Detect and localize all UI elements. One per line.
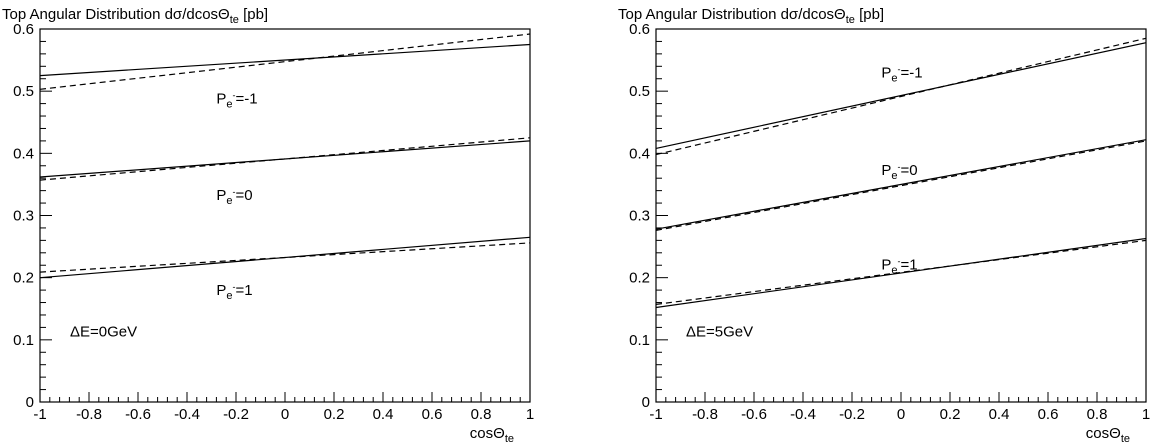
series-label: Pe-=-1 [881, 64, 922, 84]
x-tick-label: -1 [33, 406, 46, 423]
x-tick-label: -0.8 [692, 406, 718, 423]
series-label: Pe-=0 [881, 162, 917, 182]
y-tick-label: 0.4 [629, 145, 650, 162]
chart-title-sub: te [230, 14, 239, 26]
x-tick-label: 0.4 [373, 406, 394, 423]
y-tick-label: 0.2 [629, 270, 650, 287]
x-tick-label: 0 [281, 406, 289, 423]
x-tick-label: 0 [897, 406, 905, 423]
y-tick-label: 0.4 [13, 145, 34, 162]
series-label-sub: e [891, 170, 897, 182]
x-axis-label-sub: te [505, 433, 514, 444]
series-label-sup: - [233, 282, 236, 292]
x-tick-label: 0.4 [989, 406, 1010, 423]
y-tick-label: 0.5 [629, 83, 650, 100]
series-label-sub: e [891, 72, 897, 84]
y-tick-label: 0.1 [629, 332, 650, 349]
dashed-series-line [39, 137, 531, 181]
plot-frame [39, 28, 531, 403]
x-axis-label: cosΘte [470, 425, 514, 444]
series-label-sup: - [898, 64, 901, 74]
dashed-series-line [655, 140, 1147, 231]
chart-title-main: Top Angular Distribution dσ/dcosΘ [618, 6, 846, 23]
series-label-sup: - [898, 257, 901, 267]
x-tick-label: -0.6 [125, 406, 151, 423]
x-axis-label-sub: te [1121, 433, 1130, 444]
y-tick-label: 0 [642, 394, 650, 411]
series-label: Pe-=0 [216, 187, 252, 207]
series-label-value: =-1 [901, 64, 923, 81]
delta-e-annotation: ΔE=0GeV [70, 324, 137, 341]
series-label-value: =1 [901, 257, 918, 274]
y-tick-label: 0.1 [13, 332, 34, 349]
x-tick-label: 0.2 [940, 406, 961, 423]
chart-title-unit: [pb] [855, 6, 884, 23]
x-tick-label: 0.8 [1087, 406, 1108, 423]
x-tick-label: 0.2 [324, 406, 345, 423]
x-tick-label: 0.6 [422, 406, 443, 423]
series-label-value: =0 [236, 187, 253, 204]
series-label-sub: e [226, 195, 232, 207]
solid-series-line [39, 43, 531, 77]
series-label-sub: e [226, 290, 232, 302]
series-label-sup: - [898, 162, 901, 172]
chart-2: Top Angular Distribution dσ/dcosΘte [pb]… [618, 6, 1150, 444]
y-tick-label: 0.6 [629, 21, 650, 38]
series-label-main: P [216, 282, 226, 299]
series-label-value: =1 [236, 282, 253, 299]
chart-title: Top Angular Distribution dσ/dcosΘte [pb] [618, 6, 884, 26]
chart-title-unit: [pb] [239, 6, 268, 23]
x-tick-label: -0.2 [223, 406, 249, 423]
y-tick-label: 0.3 [13, 208, 34, 225]
dashed-series-line [39, 242, 531, 273]
chart-title-sub: te [846, 14, 855, 26]
series-label-main: P [881, 64, 891, 81]
y-tick-label: 0.5 [13, 83, 34, 100]
series-label-value: =-1 [236, 91, 258, 108]
dashed-series-line [655, 37, 1147, 156]
solid-series-line [655, 237, 1147, 309]
x-tick-label: 1 [1142, 406, 1150, 423]
series-label: Pe-=1 [881, 257, 917, 277]
dashed-series-line [655, 239, 1147, 305]
x-tick-label: 0.6 [1038, 406, 1059, 423]
chart-title-main: Top Angular Distribution dσ/dcosΘ [2, 6, 230, 23]
series-label-sup: - [233, 91, 236, 101]
y-tick-label: 0.2 [13, 270, 34, 287]
solid-series-line [655, 139, 1147, 230]
y-tick-label: 0.3 [629, 208, 650, 225]
x-tick-label: 1 [526, 406, 534, 423]
series-label-main: P [881, 257, 891, 274]
series-label-main: P [881, 162, 891, 179]
chart-1: Top Angular Distribution dσ/dcosΘte [pb]… [2, 6, 534, 444]
x-tick-label: -1 [649, 406, 662, 423]
y-tick-label: 0 [26, 394, 34, 411]
x-axis-label: cosΘte [1086, 425, 1130, 444]
x-tick-label: 0.8 [471, 406, 492, 423]
delta-e-annotation: ΔE=5GeV [686, 324, 753, 341]
x-axis-label-main: cosΘ [1086, 425, 1121, 442]
x-tick-label: -0.2 [839, 406, 865, 423]
series-label: Pe-=-1 [216, 91, 257, 111]
dashed-series-line [39, 33, 531, 90]
series-label: Pe-=1 [216, 282, 252, 302]
chart-title: Top Angular Distribution dσ/dcosΘte [pb] [2, 6, 268, 26]
series-label-main: P [216, 91, 226, 108]
series-label-main: P [216, 187, 226, 204]
series-label-sub: e [226, 99, 232, 111]
series-label-sup: - [233, 187, 236, 197]
x-tick-label: -0.4 [174, 406, 200, 423]
x-axis-label-main: cosΘ [470, 425, 505, 442]
series-label-sub: e [891, 265, 897, 277]
solid-series-line [655, 42, 1147, 149]
series-label-value: =0 [901, 162, 918, 179]
x-tick-label: -0.8 [76, 406, 102, 423]
y-tick-label: 0.6 [13, 21, 34, 38]
x-tick-label: -0.6 [741, 406, 767, 423]
x-tick-label: -0.4 [790, 406, 816, 423]
